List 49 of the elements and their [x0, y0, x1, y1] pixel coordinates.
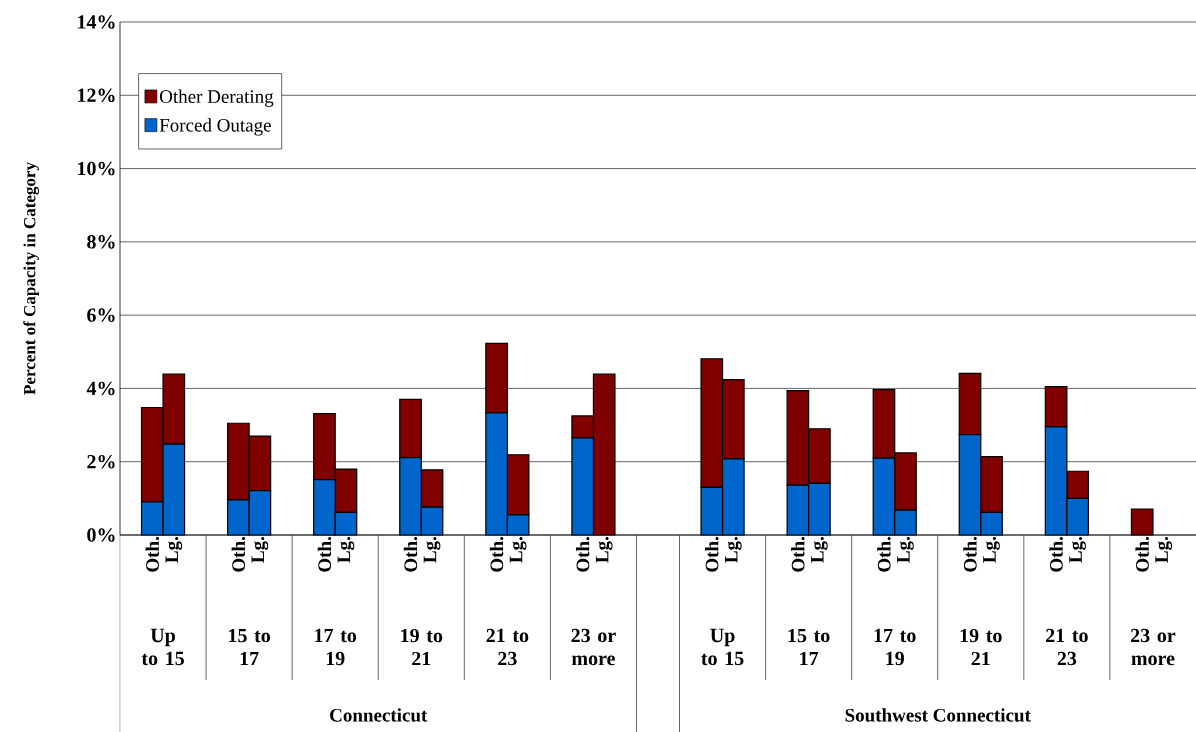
text: 19 to 21	[401, 628, 443, 666]
x-tick-label: Oth.	[1049, 537, 1063, 572]
text: 23 or more	[571, 628, 616, 666]
x-tick-label: Lg.	[1155, 537, 1173, 563]
text: Up to 15	[141, 628, 184, 666]
x-tick-label: Oth.	[877, 537, 891, 572]
y-tick-label: 14%	[78, 15, 115, 29]
text: Connecticut	[330, 708, 428, 722]
y-tick-label: 0%	[87, 528, 115, 542]
x-tick-label: Lg.	[251, 537, 269, 563]
y-tick-label: 2%	[87, 454, 115, 469]
x-tick-label: Oth.	[317, 537, 332, 572]
x-tick-label: Oth.	[575, 537, 590, 572]
x-tick-label: Oth.	[791, 537, 805, 572]
x-tick-label: Oth.	[403, 537, 418, 572]
x-tick-label: Lg.	[337, 537, 355, 563]
x-tick-label: Lg.	[423, 537, 441, 563]
y-tick-label: 10%	[78, 161, 115, 176]
x-tick-label: Lg.	[811, 537, 828, 563]
legend-label: Forced Outage	[159, 118, 271, 136]
x-tick-label: Oth.	[705, 537, 719, 572]
x-tick-label: Oth.	[963, 537, 977, 572]
y-tick-label: 6%	[87, 308, 115, 322]
x-tick-label: Lg.	[983, 537, 1000, 563]
x-tick-label: Lg.	[509, 537, 527, 563]
text: Southwest Connecticut	[845, 708, 1031, 722]
x-tick-label: Oth.	[1135, 537, 1149, 572]
text: 15 to 17	[229, 628, 271, 666]
x-tick-label: Lg.	[165, 537, 183, 563]
y-tick-label: 8%	[87, 235, 115, 249]
x-tick-label: Oth.	[231, 537, 246, 572]
x-tick-label: Lg.	[595, 537, 613, 563]
x-tick-label: Oth.	[489, 537, 504, 572]
y-tick-label: 12%	[78, 88, 115, 103]
y-tick-label: 4%	[86, 381, 115, 396]
x-tick-label: Lg.	[1069, 537, 1086, 563]
legend-label: Other Derating	[159, 89, 274, 107]
text: 17 to 19	[315, 628, 357, 666]
x-tick-label: Oth.	[145, 537, 160, 572]
text: 23 or more	[1131, 628, 1176, 666]
y-axis-title: Percent of Capacity in Category	[23, 162, 39, 395]
text: 21 to 23	[1046, 628, 1088, 666]
text: 19 to 21	[960, 628, 1002, 666]
text: Up to 15	[701, 628, 744, 666]
text: 15 to 17	[788, 628, 830, 666]
text: 17 to 19	[874, 628, 916, 666]
x-tick-label: Lg.	[897, 537, 914, 563]
text: 21 to 23	[486, 628, 529, 666]
x-tick-label: Lg.	[725, 537, 742, 563]
